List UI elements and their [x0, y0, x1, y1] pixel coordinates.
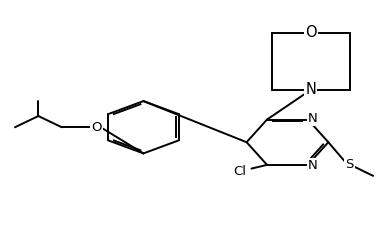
- Text: S: S: [346, 158, 354, 171]
- Text: O: O: [91, 121, 102, 134]
- Text: N: N: [305, 82, 316, 97]
- Text: N: N: [308, 159, 318, 172]
- Text: O: O: [305, 25, 317, 40]
- Text: N: N: [308, 112, 318, 125]
- Text: Cl: Cl: [233, 165, 246, 178]
